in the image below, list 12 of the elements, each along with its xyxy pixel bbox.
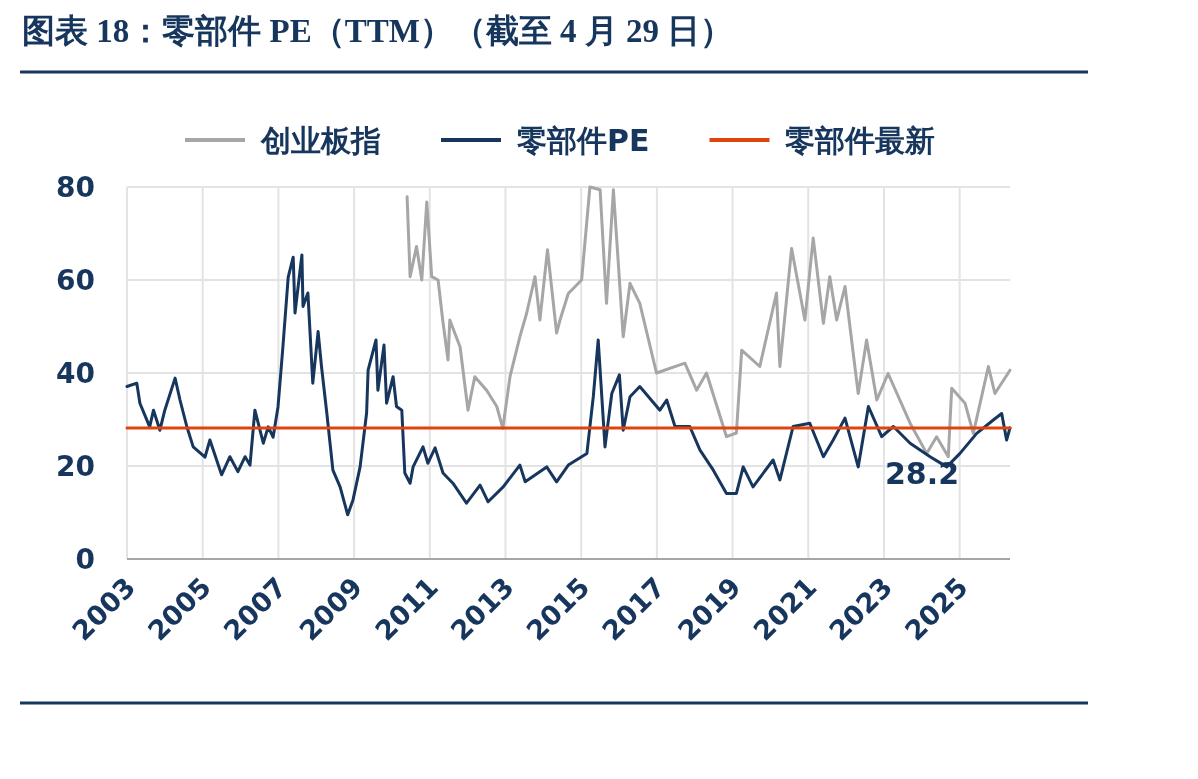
legend-label: 创业板指	[260, 123, 381, 158]
line-series	[405, 185, 1012, 459]
y-tick-label: 80	[56, 171, 95, 204]
legend-label: 零部件PE	[517, 123, 650, 158]
legend-label: 零部件最新	[785, 123, 936, 158]
annotation: 28.2	[884, 455, 960, 491]
chart-title: 图表 18：零部件 PE（TTM）（截至 4 月 29 日）	[22, 13, 734, 49]
y-tick-label: 40	[56, 357, 95, 390]
y-tick-label: 20	[56, 450, 95, 483]
y-tick-label: 60	[56, 264, 95, 297]
line-series	[125, 253, 1012, 517]
y-tick-label: 0	[75, 543, 95, 576]
